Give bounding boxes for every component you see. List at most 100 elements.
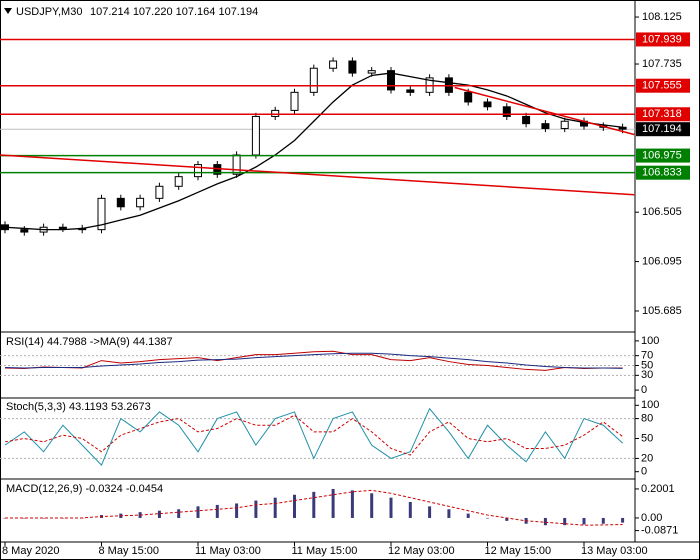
level-label-box: [636, 107, 690, 122]
histogram-bar: [582, 517, 586, 525]
histogram-bar: [22, 517, 26, 519]
y-tick-label: 80: [641, 412, 653, 424]
level-label: 107.318: [642, 108, 682, 120]
y-tick-label: 30: [641, 369, 653, 381]
level-label: 106.975: [642, 149, 682, 161]
candle-body: [541, 123, 550, 129]
histogram-bar: [466, 513, 470, 518]
y-tick-label: 105.685: [642, 305, 682, 317]
histogram-bar: [42, 517, 46, 519]
histogram-bar: [601, 517, 605, 524]
histogram-bar: [563, 517, 567, 526]
y-tick-label: 0: [641, 384, 647, 396]
candle-body: [464, 91, 473, 103]
x-tick-label: 8 May 15:00: [99, 545, 160, 557]
candle-body: [194, 164, 202, 178]
indicator-title: MACD(12,26,9) -0.0324 -0.0454: [6, 483, 163, 495]
candle-body: [116, 197, 125, 208]
candle-body: [232, 154, 241, 175]
histogram-bar: [215, 504, 219, 518]
indicator-title: RSI(14) 44.7988 ->MA(9) 44.1387: [6, 336, 173, 348]
histogram-bar: [254, 500, 258, 518]
histogram-bar: [273, 497, 277, 518]
histogram-bar: [486, 517, 489, 519]
y-tick-label: 70: [641, 350, 653, 362]
x-tick-label: 11 May 15:00: [292, 545, 358, 557]
level-label-box: [636, 32, 690, 47]
candle-body: [348, 60, 357, 74]
candle-body: [290, 91, 299, 111]
candle-body: [387, 70, 395, 91]
y-tick-label: 107.735: [642, 58, 682, 70]
level-label: 107.555: [642, 80, 682, 92]
candle-body: [483, 101, 492, 108]
indicator-line: [4, 414, 623, 456]
histogram-bar: [543, 517, 547, 526]
chart-quote: 107.214 107.220 107.164 107.194: [90, 6, 258, 18]
candle-body: [20, 229, 29, 233]
candle-body: [367, 70, 376, 74]
chart-title: USDJPY,M30: [16, 6, 82, 18]
current-price-box: [636, 122, 690, 137]
y-tick-label: 100: [641, 335, 659, 347]
candle-body: [522, 115, 531, 125]
x-tick-label: 12 May 03:00: [388, 545, 455, 557]
x-tick-label: 11 May 03:00: [195, 545, 261, 557]
y-tick-label: 108.125: [642, 11, 682, 23]
y-tick-label: 50: [641, 432, 653, 444]
trend-line: [0, 154, 635, 196]
histogram-bar: [235, 503, 239, 518]
level-label: 106.833: [642, 167, 682, 179]
candle-body: [271, 109, 280, 117]
y-tick-label: 0.00: [641, 512, 662, 524]
trend-line: [454, 86, 635, 136]
y-tick-label: 50: [641, 359, 653, 371]
indicator-line: [4, 350, 623, 371]
candle-body: [560, 120, 569, 129]
x-tick-label: 8 May 2020: [2, 545, 59, 557]
candle-body: [97, 197, 106, 231]
histogram-bar: [196, 506, 200, 518]
histogram-bar: [505, 517, 509, 521]
histogram-bar: [447, 509, 451, 518]
candle-body: [329, 60, 338, 69]
candle-body: [251, 115, 260, 156]
indicator-line: [4, 407, 623, 466]
y-tick-label: 106.505: [642, 206, 682, 218]
level-label: 107.939: [642, 33, 682, 45]
y-tick-label: 100: [641, 399, 659, 411]
symbol-menu-icon[interactable]: [4, 8, 12, 14]
histogram-bar: [293, 494, 296, 518]
x-tick-label: 13 May 03:00: [581, 545, 648, 557]
x-tick-label: 12 May 15:00: [485, 545, 552, 557]
y-tick-label: 0: [641, 466, 647, 478]
y-tick-label: -0.0871: [641, 524, 678, 536]
y-tick-label: 20: [641, 452, 653, 464]
histogram-bar: [408, 502, 412, 518]
y-tick-label: 106.095: [642, 255, 682, 267]
candle-body: [58, 226, 67, 229]
moving-average: [4, 72, 623, 231]
level-label-box: [636, 78, 690, 93]
histogram-bar: [428, 506, 432, 518]
level-label-box: [636, 165, 690, 180]
histogram-bar: [157, 510, 161, 518]
current-price-label: 107.194: [642, 123, 682, 135]
candle-body: [174, 176, 183, 187]
histogram-bar: [177, 509, 181, 518]
candle-body: [136, 197, 145, 208]
y-tick-label: 0.2001: [641, 483, 675, 495]
candle-body: [406, 89, 415, 93]
indicator-line: [4, 352, 623, 369]
histogram-bar: [370, 493, 374, 518]
histogram-bar: [389, 497, 393, 518]
histogram-bar: [621, 517, 625, 523]
indicator-line: [5, 489, 623, 526]
histogram-bar: [312, 491, 316, 518]
candle-body: [502, 106, 511, 117]
histogram-bar: [350, 490, 354, 518]
histogram-bar: [331, 488, 335, 518]
indicator-title: Stoch(5,3,3) 43.1193 53.2673: [6, 401, 151, 413]
